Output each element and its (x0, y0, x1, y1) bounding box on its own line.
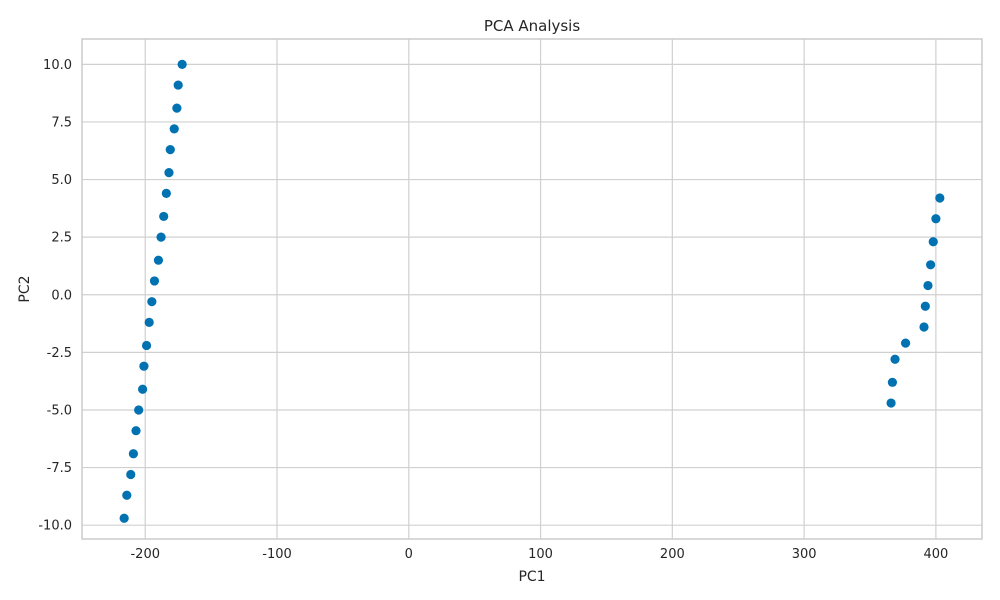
data-point (928, 237, 938, 247)
data-point (153, 255, 164, 265)
y-tick-label: -10.0 (38, 519, 72, 534)
data-point (131, 426, 141, 436)
y-tick-label: -2.5 (47, 346, 72, 361)
data-point (926, 260, 936, 270)
data-point (900, 338, 911, 348)
x-axis-label: PC1 (518, 569, 545, 585)
data-point (156, 232, 166, 242)
data-point (159, 211, 169, 222)
y-tick-label: 7.5 (51, 115, 72, 130)
data-point (138, 384, 148, 394)
y-tick-label: -5.0 (47, 403, 72, 418)
data-point (141, 340, 152, 351)
data-point (177, 59, 187, 69)
x-tick-label: 100 (528, 547, 553, 562)
data-point (886, 398, 896, 408)
y-tick-label: -7.5 (47, 461, 72, 476)
data-point (890, 354, 900, 364)
data-point (139, 361, 149, 371)
data-point (169, 124, 179, 134)
y-axis-label: PC2 (17, 275, 33, 302)
data-point (173, 80, 183, 90)
data-point (919, 322, 929, 332)
y-tick-label: 2.5 (51, 231, 72, 246)
grid-lines (82, 39, 982, 539)
data-point (887, 377, 897, 387)
data-point (923, 280, 933, 291)
plot-frame (81, 38, 983, 540)
data-point (164, 168, 174, 178)
chart-title: PCA Analysis (484, 17, 581, 35)
data-point (144, 317, 154, 328)
data-point (161, 188, 171, 198)
data-points (119, 59, 945, 523)
data-point (931, 214, 941, 224)
y-tick-label: 0.0 (51, 288, 72, 303)
data-point (119, 513, 129, 523)
x-tick-label: 400 (923, 547, 948, 562)
data-point (128, 449, 138, 459)
data-point (165, 144, 175, 155)
x-tick-label: 200 (660, 547, 685, 562)
data-point (935, 193, 945, 203)
data-point (920, 301, 930, 311)
data-point (172, 103, 182, 113)
x-tick-label: 300 (792, 547, 817, 562)
x-axis-ticks: -200 -100 0 100 200 300 400 (130, 547, 948, 562)
y-tick-label: 5.0 (51, 173, 72, 188)
data-point (149, 276, 160, 286)
x-tick-label: -200 (130, 547, 160, 562)
data-point (126, 469, 136, 480)
x-tick-label: -100 (262, 547, 292, 562)
data-point (147, 297, 157, 307)
y-tick-label: 10.0 (43, 58, 72, 73)
data-point (134, 405, 144, 415)
data-point (122, 490, 132, 500)
x-tick-label: 0 (405, 547, 413, 562)
y-axis-ticks: -10.0 -7.5 -5.0 -2.5 0.0 2.5 5.0 7.5 10.0 (38, 58, 72, 534)
